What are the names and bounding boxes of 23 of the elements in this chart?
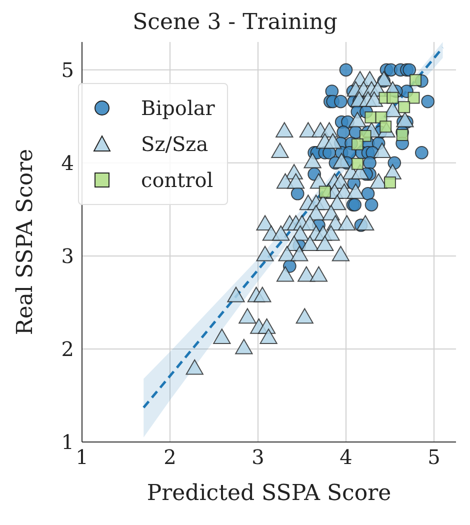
y-tick-label: 5 [61,58,74,82]
legend-label: control [141,168,214,192]
legend-label: Bipolar [141,96,215,120]
point [384,176,396,188]
point [351,138,364,150]
x-axis-title: Predicted SSPA Score [146,481,392,506]
y-tick-label: 3 [61,244,74,268]
point [408,92,420,104]
point [386,92,399,104]
point [398,101,410,114]
y-tick-label: 2 [61,337,74,362]
point [410,74,422,86]
x-tick-label: 5 [428,445,440,470]
legend-label: Sz/Sza [141,132,208,156]
x-tick-label: 3 [252,445,264,470]
point [351,158,364,170]
x-tick-label: 2 [164,445,176,470]
x-tick-label: 4 [340,445,352,470]
y-tick-label: 4 [61,151,74,176]
y-tick-label: 1 [61,430,74,454]
y-axis-title: Real SSPA Score [12,148,38,336]
chart-title: Scene 3 - Training [132,9,338,37]
point [396,129,408,141]
